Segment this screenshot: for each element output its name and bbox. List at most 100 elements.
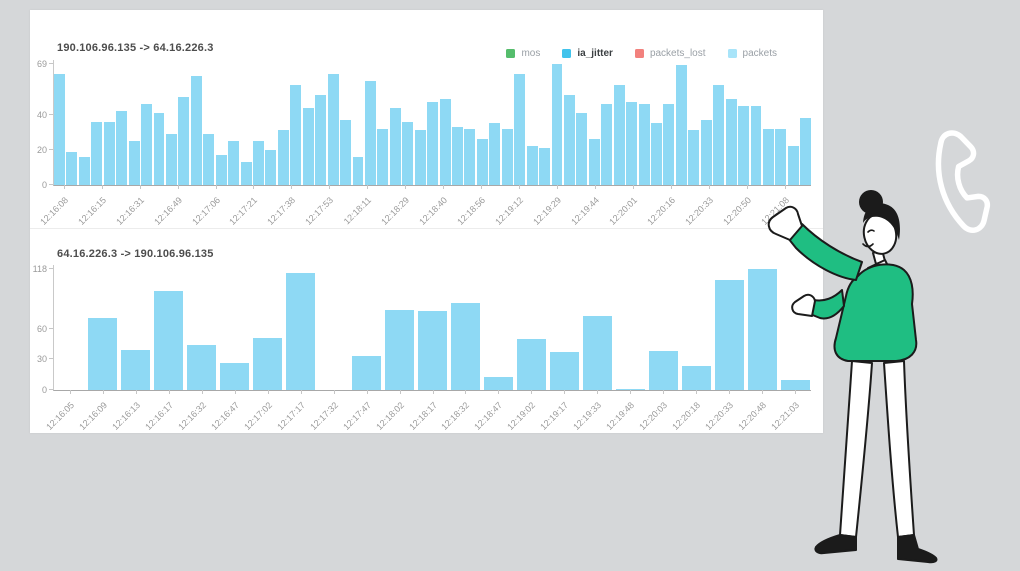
bar[interactable] — [91, 121, 103, 185]
bar[interactable] — [762, 128, 774, 185]
bar[interactable] — [277, 130, 289, 185]
chart-title[interactable]: 64.16.226.3 -> 190.106.96.135 — [57, 248, 214, 260]
bar[interactable] — [285, 273, 316, 390]
bar[interactable] — [116, 111, 128, 185]
bar[interactable] — [688, 130, 700, 185]
bar[interactable] — [549, 352, 580, 390]
bar[interactable] — [483, 376, 514, 390]
bar[interactable] — [219, 363, 250, 390]
bar[interactable] — [302, 107, 314, 185]
legend-item-ia_jitter[interactable]: ia_jitter — [562, 48, 613, 59]
bar[interactable] — [265, 149, 277, 185]
x-axis-tick — [300, 390, 302, 394]
bar-slot — [576, 60, 588, 185]
bar[interactable] — [638, 104, 650, 185]
bar[interactable] — [516, 338, 547, 390]
bar[interactable] — [651, 123, 662, 185]
legend-swatch-packets — [727, 49, 737, 58]
bar[interactable] — [414, 130, 426, 185]
bar[interactable] — [526, 146, 538, 185]
bar[interactable] — [427, 102, 439, 185]
bar[interactable] — [747, 269, 778, 390]
bar[interactable] — [327, 74, 339, 185]
bar[interactable] — [290, 84, 302, 185]
bar[interactable] — [787, 146, 799, 185]
bar[interactable] — [120, 350, 151, 390]
chart-title[interactable]: 190.106.96.135 -> 64.16.226.3 — [57, 42, 214, 54]
bar[interactable] — [626, 102, 638, 185]
bar[interactable] — [615, 388, 646, 390]
bar[interactable] — [178, 96, 190, 185]
bar[interactable] — [364, 81, 376, 185]
bar[interactable] — [253, 141, 264, 185]
x-axis-tick — [594, 185, 596, 189]
bar[interactable] — [700, 119, 712, 185]
bar[interactable] — [165, 133, 177, 185]
bar[interactable] — [775, 128, 787, 185]
legend-item-packets[interactable]: packets — [727, 48, 777, 59]
bar[interactable] — [252, 337, 283, 390]
bar[interactable] — [351, 356, 382, 390]
bar[interactable] — [87, 318, 118, 390]
bar[interactable] — [384, 310, 415, 390]
bar[interactable] — [738, 105, 749, 185]
bar-slot — [539, 60, 550, 185]
bar[interactable] — [186, 344, 217, 390]
bar[interactable] — [417, 311, 448, 390]
bar[interactable] — [601, 104, 613, 185]
x-axis-tick — [202, 390, 204, 394]
bar[interactable] — [190, 75, 202, 185]
bar[interactable] — [539, 148, 550, 185]
x-axis-tick — [136, 390, 138, 394]
bar[interactable] — [551, 63, 563, 185]
bar[interactable] — [103, 121, 115, 185]
bar[interactable] — [663, 104, 675, 185]
bar[interactable] — [476, 139, 488, 185]
bar[interactable] — [800, 118, 812, 185]
bar[interactable] — [750, 105, 762, 185]
bar[interactable] — [780, 379, 811, 390]
bar[interactable] — [501, 128, 513, 185]
bar[interactable] — [215, 155, 227, 185]
bar[interactable] — [563, 95, 575, 185]
bar-slot — [290, 60, 302, 185]
bar[interactable] — [377, 128, 389, 185]
bar[interactable] — [66, 151, 78, 185]
bar[interactable] — [613, 84, 625, 185]
bar[interactable] — [714, 280, 745, 390]
bar[interactable] — [228, 141, 240, 185]
bar[interactable] — [153, 112, 165, 185]
bar[interactable] — [54, 74, 65, 185]
bar[interactable] — [582, 316, 613, 390]
bar[interactable] — [78, 156, 90, 185]
bar-slot — [688, 60, 700, 185]
bar-slot — [91, 60, 103, 185]
bar[interactable] — [439, 98, 451, 185]
bar[interactable] — [402, 121, 414, 185]
bar[interactable] — [203, 133, 215, 185]
bar[interactable] — [648, 351, 679, 390]
bar[interactable] — [315, 95, 327, 185]
bar[interactable] — [576, 112, 588, 185]
x-axis-tick — [333, 390, 335, 394]
bar-slot — [713, 60, 725, 185]
legend-item-mos[interactable]: mos — [506, 48, 540, 59]
bar[interactable] — [240, 162, 252, 185]
bar[interactable] — [713, 84, 725, 185]
bar[interactable] — [588, 139, 600, 185]
bar[interactable] — [489, 123, 501, 185]
bar[interactable] — [675, 65, 687, 185]
bar[interactable] — [681, 366, 712, 390]
bar[interactable] — [153, 290, 184, 390]
bar[interactable] — [452, 126, 463, 185]
bar[interactable] — [464, 128, 476, 185]
bar[interactable] — [725, 98, 737, 185]
legend-item-packets_lost[interactable]: packets_lost — [634, 48, 706, 59]
bar[interactable] — [514, 74, 526, 185]
bar[interactable] — [128, 141, 140, 185]
bar[interactable] — [389, 107, 401, 185]
bar[interactable] — [352, 156, 364, 185]
bar[interactable] — [141, 104, 152, 185]
bar[interactable] — [450, 302, 481, 390]
bar[interactable] — [340, 119, 351, 185]
